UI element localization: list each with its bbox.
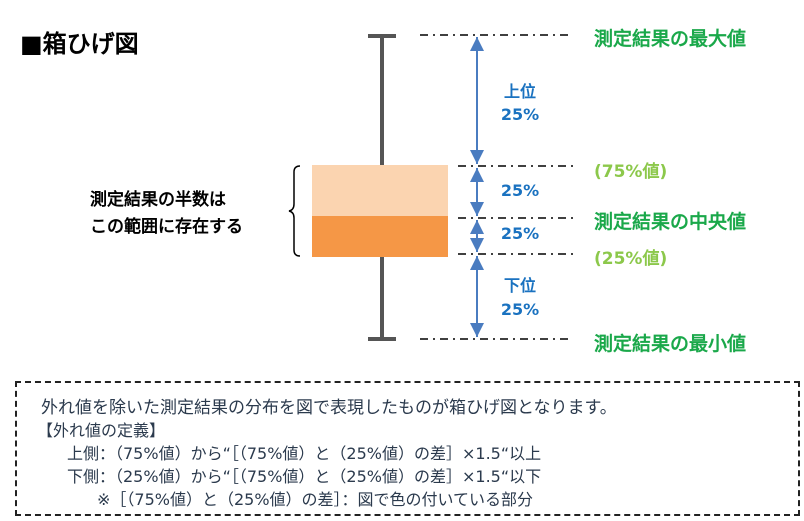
explanation-box: 外れ値を除いた測定結果の分布を図で表現したものが箱ひげ図となります。 【外れ値の… [15,381,800,516]
q3-label: (75%値) [594,162,668,182]
box-lower-half [312,216,448,257]
whiskers [368,34,396,341]
brace-note-line1: 測定結果の半数は [90,190,226,210]
min-label: 測定結果の最小値 [594,333,747,355]
mid-lower-pct: 25% [500,224,540,243]
explanation-lower-rule: 下側：（25%値）から“［（75%値）と（25%値）の差］×1.5“以下 [67,467,542,486]
explanation-line1: 外れ値を除いた測定結果の分布を図で表現したものが箱ひげ図となります。 [41,398,617,418]
page-title: ■箱ひげ図 [20,30,139,58]
median-label: 測定結果の中央値 [594,211,747,233]
lower-name: 下位 [503,276,536,295]
lower-pct: 25% [500,300,540,319]
mid-upper-pct: 25% [500,181,540,200]
max-label: 測定結果の最大値 [594,28,747,50]
box-upper-half [312,165,448,216]
reference-lines [420,34,577,340]
upper-name: 上位 [503,82,536,101]
explanation-upper-rule: 上側：（75%値）から“［（75%値）と（25%値）の差］×1.5“以上 [67,444,542,463]
upper-pct: 25% [500,105,540,124]
explanation-heading: 【外れ値の定義】 [37,421,166,440]
box-plot-diagram [288,34,577,341]
q1-label: (25%値) [594,249,668,269]
brace-note-line2: この範囲に存在する [90,217,243,237]
brace [288,165,301,257]
explanation-note: ※［（75%値）と（25%値）の差］：図で色の付いている部分 [97,490,534,509]
